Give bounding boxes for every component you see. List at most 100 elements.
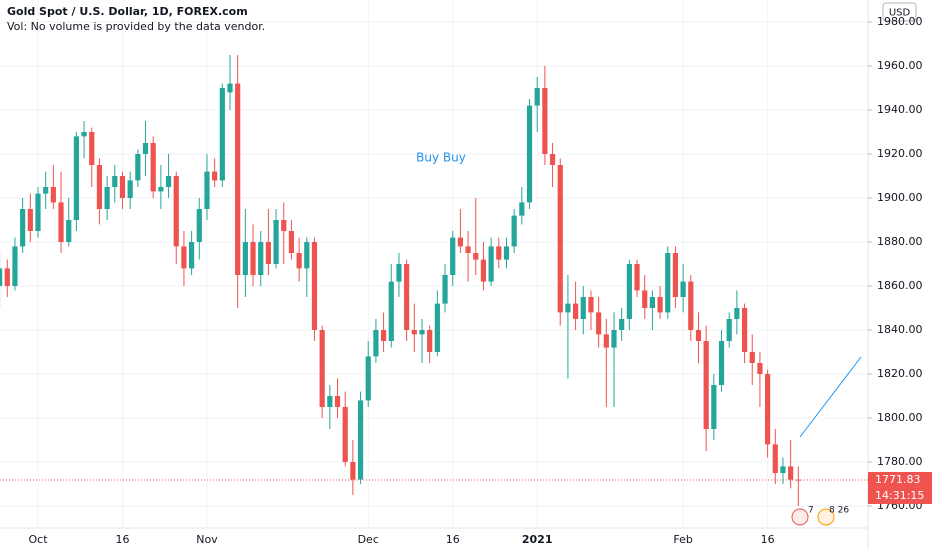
chart-title: Gold Spot / U.S. Dollar, 1D, FOREX.com bbox=[7, 5, 248, 18]
candle-body bbox=[626, 264, 632, 319]
candle-body bbox=[503, 246, 510, 260]
candle-body bbox=[711, 385, 717, 429]
candle-body bbox=[611, 330, 617, 348]
x-tick-label: Feb bbox=[673, 533, 692, 546]
candle-body bbox=[66, 220, 72, 242]
annotation: Buy Buy bbox=[416, 151, 466, 165]
y-tick-label: 1900.00 bbox=[877, 191, 923, 204]
candle-body bbox=[50, 187, 56, 203]
candle-body bbox=[526, 105, 533, 203]
y-tick-label: 1960.00 bbox=[877, 59, 923, 72]
candle-body bbox=[350, 462, 356, 480]
badge-count: 7 bbox=[808, 506, 814, 516]
candle-body bbox=[119, 176, 126, 198]
candle-body bbox=[142, 143, 149, 154]
x-tick-label: 16 bbox=[115, 533, 129, 546]
candle-body bbox=[250, 242, 256, 275]
candle-body bbox=[434, 303, 440, 352]
candle-body bbox=[657, 297, 663, 313]
candle-body bbox=[557, 165, 563, 313]
candle-body bbox=[104, 187, 110, 209]
candle-body bbox=[319, 330, 325, 407]
x-tick-label: 16 bbox=[761, 533, 775, 546]
candle-body bbox=[311, 242, 318, 330]
candle-body bbox=[549, 154, 556, 165]
candle-body bbox=[35, 193, 41, 231]
candle-body bbox=[242, 242, 248, 275]
candle-body bbox=[411, 330, 417, 335]
x-tick-label: 16 bbox=[446, 533, 460, 546]
candle-body bbox=[665, 253, 671, 313]
badge-icon bbox=[817, 508, 835, 526]
candle-body bbox=[342, 407, 348, 462]
candle-body bbox=[58, 202, 64, 242]
candle-body bbox=[181, 246, 187, 269]
candle-body bbox=[304, 242, 310, 269]
y-tick-label: 1800.00 bbox=[877, 411, 923, 424]
y-tick-label: 1940.00 bbox=[877, 103, 923, 116]
candle-body bbox=[235, 83, 241, 275]
candle-body bbox=[788, 466, 794, 480]
candle-body bbox=[404, 264, 410, 330]
grid bbox=[0, 0, 868, 528]
candle-body bbox=[596, 312, 602, 335]
candle-body bbox=[726, 319, 732, 341]
candle-body bbox=[496, 246, 502, 260]
candle-body bbox=[81, 132, 87, 137]
candle-body bbox=[718, 341, 725, 385]
candle-body bbox=[258, 242, 264, 275]
candle-body bbox=[757, 363, 763, 374]
candle-body bbox=[96, 165, 103, 209]
candle-body bbox=[442, 275, 448, 304]
candle-body bbox=[511, 215, 517, 247]
candle-body bbox=[457, 237, 463, 247]
candle-body bbox=[357, 400, 364, 480]
candle-body bbox=[573, 303, 579, 319]
candle-body bbox=[649, 297, 655, 308]
candle-body bbox=[12, 246, 18, 286]
candle-body bbox=[334, 396, 341, 407]
price-label-box bbox=[868, 471, 932, 488]
currency-button[interactable] bbox=[882, 2, 917, 22]
price-label: 1771.83 bbox=[875, 473, 921, 486]
candle-body bbox=[634, 264, 640, 291]
candle-body bbox=[519, 202, 525, 216]
candle-body bbox=[488, 246, 494, 282]
candle-body bbox=[196, 209, 202, 242]
candle-body bbox=[450, 237, 456, 275]
candle-body bbox=[688, 281, 694, 330]
trend-line bbox=[799, 356, 862, 438]
candle-body bbox=[473, 253, 479, 260]
y-tick-label: 1860.00 bbox=[877, 279, 923, 292]
candle-body bbox=[265, 242, 271, 264]
candle-body bbox=[734, 308, 740, 319]
candle-body bbox=[127, 180, 133, 198]
candle-body bbox=[219, 88, 225, 181]
candle-body bbox=[565, 303, 571, 313]
candle-body bbox=[281, 220, 287, 231]
candle-body bbox=[396, 264, 402, 282]
candle-body bbox=[772, 444, 778, 473]
candle-body bbox=[580, 297, 586, 319]
x-tick-label: Nov bbox=[196, 533, 218, 546]
candle-body bbox=[480, 259, 487, 282]
y-tick-label: 1840.00 bbox=[877, 323, 923, 336]
candle-body bbox=[150, 143, 156, 192]
candle-body bbox=[165, 176, 172, 187]
candle-body bbox=[0, 268, 3, 286]
candle-body bbox=[388, 281, 394, 341]
candle-body bbox=[419, 330, 425, 335]
y-tick-label: 1820.00 bbox=[877, 367, 923, 380]
candle-body bbox=[365, 356, 371, 401]
y-tick-label: 1780.00 bbox=[877, 455, 923, 468]
candle-body bbox=[465, 246, 471, 253]
candle-body bbox=[588, 297, 594, 313]
candle-body bbox=[381, 330, 387, 341]
candle-body bbox=[741, 308, 748, 352]
candle-body bbox=[296, 253, 302, 269]
candles bbox=[0, 55, 801, 506]
countdown-box bbox=[868, 487, 932, 504]
candle-body bbox=[173, 176, 179, 247]
currency-label[interactable]: USD bbox=[889, 8, 911, 19]
